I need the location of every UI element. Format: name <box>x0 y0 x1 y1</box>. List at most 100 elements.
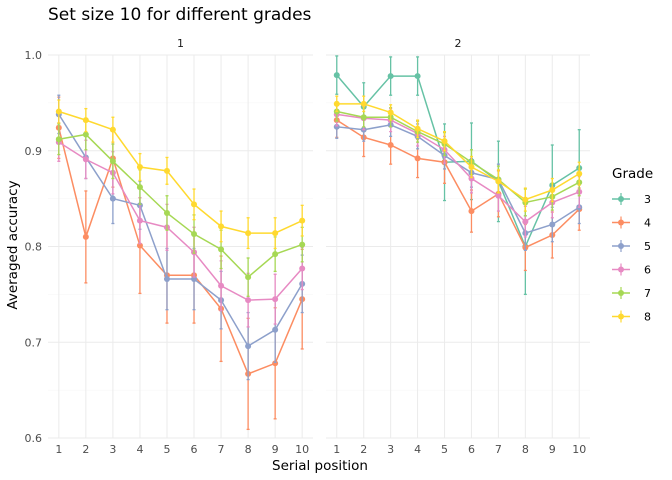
series-line <box>336 119 580 249</box>
data-point <box>191 231 198 238</box>
data-point <box>495 192 502 199</box>
data-point <box>136 217 143 224</box>
legend-title: Grade <box>612 166 653 182</box>
data-point <box>299 217 306 224</box>
series-line <box>58 127 303 375</box>
panel-2: 2 1 2 3 4 5 6 7 8 9 10 <box>326 37 590 456</box>
data-point <box>245 274 252 281</box>
y-tick-label: 0.8 <box>25 241 43 254</box>
data-point <box>218 246 225 253</box>
panel-1: 1 1 2 3 4 5 6 7 8 9 10 0.6 0.7 0.8 0.9 1.0 <box>25 37 313 456</box>
series-grade-5 <box>333 112 583 251</box>
x-tick-label: 5 <box>441 443 448 456</box>
y-axis-title: Averaged accuracy <box>5 180 21 309</box>
series-grade-4 <box>55 96 306 431</box>
legend-key-point <box>618 313 624 320</box>
legend-label: 4 <box>644 217 651 230</box>
x-tick-label: 7 <box>495 443 502 456</box>
data-point <box>136 164 143 171</box>
data-point <box>82 117 89 124</box>
x-tick-label: 1 <box>333 443 340 456</box>
data-point <box>468 164 475 171</box>
legend-item-grade-8: 8 <box>612 310 651 324</box>
series-grade-7 <box>55 118 306 297</box>
chart-title: Set size 10 for different grades <box>48 5 312 25</box>
x-tick-label: 10 <box>572 443 586 456</box>
legend-label: 5 <box>644 240 651 253</box>
legend: Grade 3 4 5 6 7 8 <box>612 166 653 324</box>
x-tick-label: 2 <box>82 443 89 456</box>
legend-items: 3 4 5 6 7 8 <box>612 193 651 324</box>
data-point <box>272 296 279 303</box>
data-point <box>495 178 502 185</box>
data-point <box>414 125 421 132</box>
y-tick-label: 1.0 <box>25 49 43 62</box>
series-line <box>336 110 580 204</box>
x-tick-label: 3 <box>387 443 394 456</box>
series-line <box>58 141 303 301</box>
x-tick-label: 4 <box>414 443 421 456</box>
data-point <box>109 126 116 133</box>
data-point <box>163 276 170 283</box>
data-point <box>55 108 62 115</box>
x-axis-title: Serial position <box>272 458 368 474</box>
x-tick-label: 6 <box>191 443 198 456</box>
data-point <box>414 155 421 162</box>
series-grade-8 <box>55 99 306 250</box>
data-point <box>272 230 279 237</box>
data-point <box>82 131 89 138</box>
series-line <box>336 74 580 249</box>
legend-key-point <box>618 219 624 226</box>
data-point <box>387 73 394 80</box>
panel-label: 1 <box>177 37 184 50</box>
data-point <box>245 297 252 304</box>
legend-item-grade-6: 6 <box>612 263 651 277</box>
x-tick-label: 8 <box>245 443 252 456</box>
y-tick-label: 0.9 <box>25 145 43 158</box>
legend-label: 3 <box>644 193 651 206</box>
data-point <box>272 251 279 258</box>
data-point <box>468 208 475 215</box>
x-tick-label: 9 <box>549 443 556 456</box>
series-grade-5 <box>55 94 306 381</box>
series-grade-8 <box>333 95 583 212</box>
data-point <box>387 142 394 149</box>
legend-item-grade-5: 5 <box>612 240 651 253</box>
x-tick-label: 5 <box>163 443 170 456</box>
data-point <box>245 230 252 237</box>
series-grade-3 <box>333 55 583 296</box>
data-point <box>522 218 529 225</box>
x-tick-label: 10 <box>295 443 309 456</box>
series-line <box>58 110 303 234</box>
legend-key-point <box>618 196 624 202</box>
legend-item-grade-4: 4 <box>612 216 651 230</box>
series-line <box>336 124 580 235</box>
data-point <box>549 221 556 228</box>
x-tick-label: 1 <box>55 443 62 456</box>
data-point <box>333 100 340 107</box>
data-point <box>55 136 62 143</box>
legend-key-point <box>618 243 624 249</box>
data-point <box>218 223 225 230</box>
gridlines <box>326 54 590 439</box>
legend-key-point <box>618 290 624 296</box>
series-line <box>58 133 303 279</box>
panels: 1 1 2 3 4 5 6 7 8 9 10 0.6 0.7 0.8 0.9 1.0 2 1 2 3 4 5 6 7 8 9 10 <box>25 37 590 456</box>
x-tick-label: 3 <box>109 443 116 456</box>
legend-label: 8 <box>644 311 651 324</box>
data-point <box>387 109 394 116</box>
data-point <box>272 326 279 333</box>
series-line <box>58 113 303 348</box>
legend-item-grade-7: 7 <box>612 287 651 300</box>
data-point <box>522 196 529 203</box>
x-tick-label: 4 <box>136 443 143 456</box>
data-point <box>109 195 116 202</box>
data-point <box>576 170 583 177</box>
data-point <box>163 209 170 216</box>
data-point <box>191 201 198 208</box>
legend-label: 6 <box>644 264 651 277</box>
gridlines <box>48 54 313 439</box>
data-point <box>299 241 306 248</box>
data-point <box>414 73 421 80</box>
